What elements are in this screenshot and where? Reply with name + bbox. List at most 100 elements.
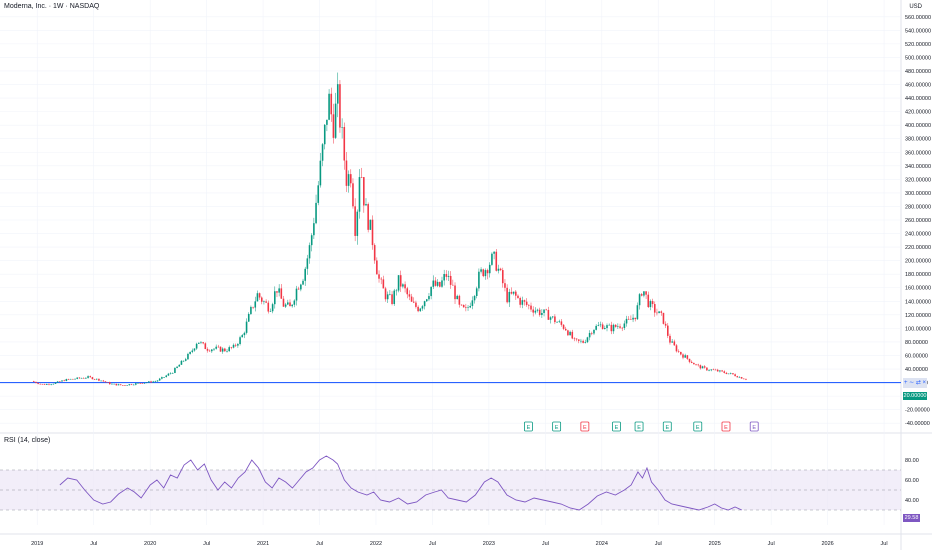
candle-body xyxy=(343,127,346,161)
candle-body xyxy=(662,312,665,324)
candle-body xyxy=(556,322,558,323)
candle-body xyxy=(304,268,306,281)
earnings-marker-label: E xyxy=(665,425,669,431)
candle-body xyxy=(308,245,311,259)
candle-body xyxy=(551,316,554,318)
candle-body xyxy=(647,294,650,308)
candle-body xyxy=(627,318,630,320)
candle-body xyxy=(658,311,660,314)
earnings-marker-icon xyxy=(721,421,731,432)
time-tick-label: 2022 xyxy=(370,541,382,547)
candle-body xyxy=(501,270,504,284)
candle-body xyxy=(671,341,673,343)
candle-body xyxy=(113,383,115,385)
price-tick-label: 220.00000 xyxy=(905,245,931,251)
candle-body xyxy=(714,369,717,371)
candle-body xyxy=(360,177,363,178)
candle-body xyxy=(63,380,65,382)
candle-body xyxy=(495,251,498,271)
candle-body xyxy=(480,269,482,272)
candle-body xyxy=(395,290,398,292)
candle-body xyxy=(595,325,597,330)
price-tick-label: 280.00000 xyxy=(905,204,931,210)
candle-body xyxy=(69,378,72,380)
candle-body xyxy=(484,270,487,277)
price-tick-label: 500.00000 xyxy=(905,55,931,61)
candle-body xyxy=(636,305,639,320)
candle-body xyxy=(521,300,524,305)
candle-body xyxy=(475,288,478,296)
candle-body xyxy=(632,317,634,320)
candle-body xyxy=(656,312,658,314)
candle-body xyxy=(323,124,326,145)
candle-body xyxy=(282,298,285,307)
candle-body xyxy=(708,370,710,371)
candle-body xyxy=(389,294,391,295)
candle-body xyxy=(100,380,102,382)
candle-body xyxy=(87,376,89,378)
candle-body xyxy=(269,311,272,312)
candle-body xyxy=(39,383,42,385)
candle-body xyxy=(317,185,320,203)
candle-body xyxy=(703,366,706,368)
candle-body xyxy=(573,338,576,340)
candle-body xyxy=(415,302,417,307)
candle-body xyxy=(710,369,713,371)
candle-body xyxy=(640,294,643,296)
price-tick-label: 140.00000 xyxy=(905,299,931,305)
candle-body xyxy=(673,341,676,346)
candle-body xyxy=(328,93,330,120)
candle-body xyxy=(35,381,37,383)
candle-body xyxy=(330,93,333,115)
candle-body xyxy=(263,301,265,303)
candle-body xyxy=(417,306,419,312)
candle-body xyxy=(601,324,604,330)
candle-body xyxy=(67,379,70,380)
candle-body xyxy=(258,293,261,298)
candle-body xyxy=(128,384,131,386)
candle-body xyxy=(332,114,335,138)
earnings-marker-label: E xyxy=(752,425,756,431)
candle-body xyxy=(419,308,422,312)
candle-body xyxy=(267,302,270,312)
candle-body xyxy=(727,373,730,375)
candle-body xyxy=(554,316,556,323)
candle-body xyxy=(98,378,100,381)
price-tick-label: 300.00000 xyxy=(905,191,931,197)
candle-body xyxy=(204,343,207,350)
candle-body xyxy=(339,84,341,128)
candle-body xyxy=(695,364,697,365)
candle-body xyxy=(608,324,610,326)
candle-body xyxy=(430,286,432,297)
candle-body xyxy=(349,174,352,184)
candle-body xyxy=(725,372,728,374)
candle-body xyxy=(232,344,235,348)
candle-body xyxy=(462,304,465,308)
candle-body xyxy=(630,319,632,320)
candle-body xyxy=(132,384,135,386)
candle-body xyxy=(32,381,35,382)
candle-body xyxy=(215,346,217,349)
candle-body xyxy=(614,324,617,327)
earnings-marker-label: E xyxy=(724,425,728,431)
candle-body xyxy=(452,284,454,286)
candle-body xyxy=(154,381,157,382)
rsi-title[interactable]: RSI (14, close) xyxy=(4,437,51,444)
candle-body xyxy=(677,351,680,352)
price-tick-label: 260.00000 xyxy=(905,218,931,224)
candle-body xyxy=(265,301,267,303)
candle-body xyxy=(408,294,411,297)
candle-body xyxy=(224,348,226,352)
crosshair-tools[interactable]: + ∼ ⇄ × xyxy=(903,378,927,388)
time-tick-label: Jul xyxy=(881,541,888,547)
candle-body xyxy=(234,344,237,346)
symbol-title: Moderna, Inc. · 1W · NASDAQ xyxy=(4,3,100,10)
candle-body xyxy=(732,373,734,375)
price-tick-label: 480.00000 xyxy=(905,69,931,75)
candle-body xyxy=(345,160,348,186)
candle-body xyxy=(50,384,52,385)
candle-body xyxy=(145,382,148,384)
candle-body xyxy=(61,380,63,382)
price-tick-label: 540.00000 xyxy=(905,28,931,34)
